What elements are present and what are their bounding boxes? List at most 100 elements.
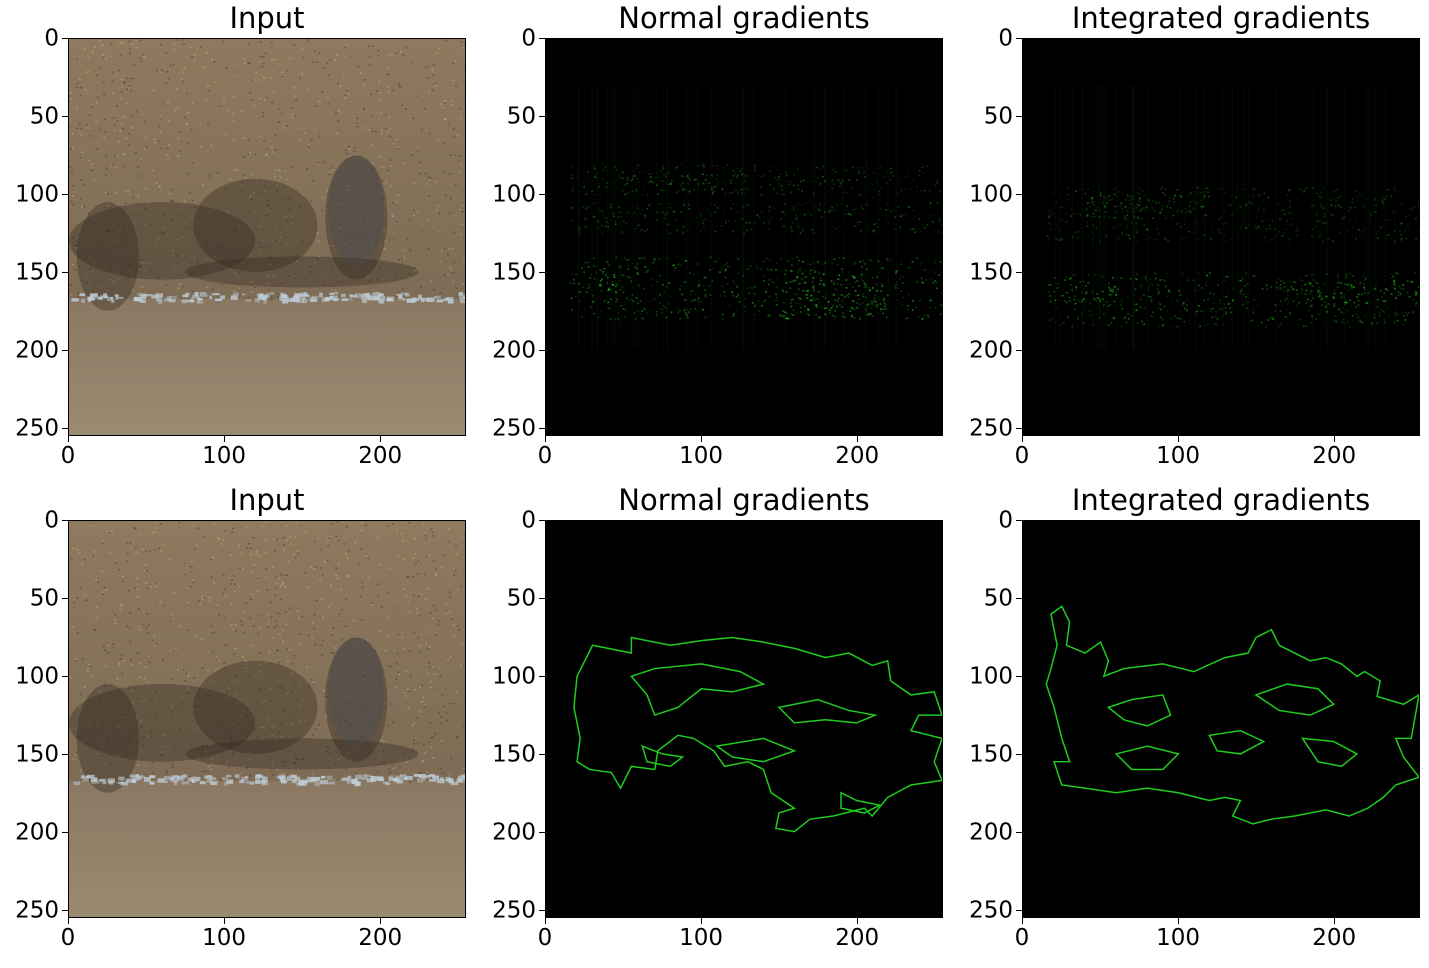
y-tick-mark xyxy=(1016,427,1022,429)
y-tick-label: 150 xyxy=(492,741,536,768)
y-tick-label: 250 xyxy=(969,897,1013,924)
normal-grad-top-image xyxy=(546,39,942,435)
panel-title: Normal gradients xyxy=(618,1,870,35)
x-tick-label: 100 xyxy=(1156,925,1201,951)
y-tick-mark xyxy=(539,909,545,911)
x-tick-mark xyxy=(856,918,858,924)
x-tick-mark xyxy=(223,436,225,442)
input-bottom-image xyxy=(69,521,465,917)
x-tick-mark xyxy=(1021,436,1023,442)
y-tick-mark xyxy=(62,193,68,195)
y-tick-label: 50 xyxy=(506,585,536,612)
y-tick-mark xyxy=(1016,597,1022,599)
integrated-grad-top-image xyxy=(1023,39,1419,435)
y-tick-mark xyxy=(62,271,68,273)
y-tick-label: 250 xyxy=(969,415,1013,442)
x-tick-mark xyxy=(1021,918,1023,924)
x-tick-mark xyxy=(1333,436,1335,442)
y-tick-mark xyxy=(539,831,545,833)
x-tick-mark xyxy=(379,918,381,924)
y-tick-mark xyxy=(1016,753,1022,755)
y-tick-mark xyxy=(539,193,545,195)
y-tick-mark xyxy=(62,349,68,351)
x-tick-mark xyxy=(67,918,69,924)
x-tick-label: 100 xyxy=(679,443,724,469)
panel-title: Input xyxy=(229,1,305,35)
x-tick-mark xyxy=(1177,436,1179,442)
x-tick-mark xyxy=(379,436,381,442)
x-tick-label: 0 xyxy=(60,443,76,469)
y-tick-label: 100 xyxy=(969,663,1013,690)
y-tick-mark xyxy=(539,349,545,351)
y-tick-mark xyxy=(539,753,545,755)
y-tick-label: 200 xyxy=(15,337,59,364)
x-tick-label: 200 xyxy=(835,443,880,469)
saliency-contour-5 xyxy=(641,744,685,768)
y-tick-mark xyxy=(539,37,545,39)
integrated-grad-bottom-image xyxy=(1023,521,1419,917)
panel-title: Integrated gradients xyxy=(1071,483,1371,517)
x-tick-label: 100 xyxy=(202,443,247,469)
x-tick-mark xyxy=(223,918,225,924)
plot-area xyxy=(68,520,466,918)
y-tick-mark xyxy=(1016,115,1022,117)
plot-area xyxy=(1022,520,1420,918)
y-tick-label: 50 xyxy=(29,585,59,612)
y-tick-label: 100 xyxy=(15,181,59,208)
dry-sand xyxy=(69,39,465,300)
wet-sand xyxy=(69,299,465,435)
sand-texture xyxy=(70,521,465,784)
saliency-contour-6 xyxy=(840,791,883,814)
x-tick-label: 200 xyxy=(1312,925,1357,951)
dark-patches xyxy=(69,637,419,793)
x-tick-label: 200 xyxy=(835,925,880,951)
x-tick-mark xyxy=(1177,918,1179,924)
y-tick-label: 0 xyxy=(44,507,59,534)
plot-area xyxy=(545,520,943,918)
normal-grad-bottom-image xyxy=(546,521,942,917)
saliency-contour-4 xyxy=(714,737,797,763)
y-tick-label: 200 xyxy=(492,819,536,846)
y-tick-label: 0 xyxy=(998,507,1013,534)
y-tick-label: 200 xyxy=(969,819,1013,846)
y-tick-label: 0 xyxy=(521,25,536,52)
y-tick-mark xyxy=(62,37,68,39)
y-tick-label: 250 xyxy=(492,415,536,442)
saliency-contour-3 xyxy=(1208,729,1266,755)
dark-patches xyxy=(69,155,419,311)
y-tick-mark xyxy=(62,753,68,755)
y-tick-mark xyxy=(1016,675,1022,677)
y-tick-mark xyxy=(539,427,545,429)
y-tick-label: 250 xyxy=(15,897,59,924)
y-tick-label: 150 xyxy=(969,259,1013,286)
x-tick-mark xyxy=(856,436,858,442)
foam-line xyxy=(73,773,465,787)
x-tick-mark xyxy=(544,436,546,442)
x-tick-mark xyxy=(67,436,69,442)
panel-title: Normal gradients xyxy=(618,483,870,517)
x-tick-label: 100 xyxy=(679,925,724,951)
saliency-contour-4 xyxy=(1254,683,1335,716)
y-tick-mark xyxy=(539,115,545,117)
y-tick-label: 150 xyxy=(969,741,1013,768)
x-tick-label: 0 xyxy=(537,443,553,469)
x-tick-label: 0 xyxy=(1014,443,1030,469)
y-tick-label: 150 xyxy=(492,259,536,286)
y-tick-mark xyxy=(62,519,68,521)
saliency-contour-2 xyxy=(1106,694,1172,727)
input-top-image xyxy=(69,39,465,435)
y-tick-mark xyxy=(1016,193,1022,195)
x-tick-mark xyxy=(1333,918,1335,924)
y-tick-mark xyxy=(1016,831,1022,833)
saliency-contour-2 xyxy=(630,663,766,717)
y-tick-label: 100 xyxy=(969,181,1013,208)
y-tick-label: 200 xyxy=(15,819,59,846)
saliency-contour-3 xyxy=(777,698,878,724)
x-tick-mark xyxy=(544,918,546,924)
x-tick-label: 0 xyxy=(537,925,553,951)
x-tick-mark xyxy=(700,918,702,924)
y-tick-label: 200 xyxy=(969,337,1013,364)
y-tick-label: 100 xyxy=(492,663,536,690)
y-tick-mark xyxy=(1016,37,1022,39)
y-tick-mark xyxy=(62,597,68,599)
